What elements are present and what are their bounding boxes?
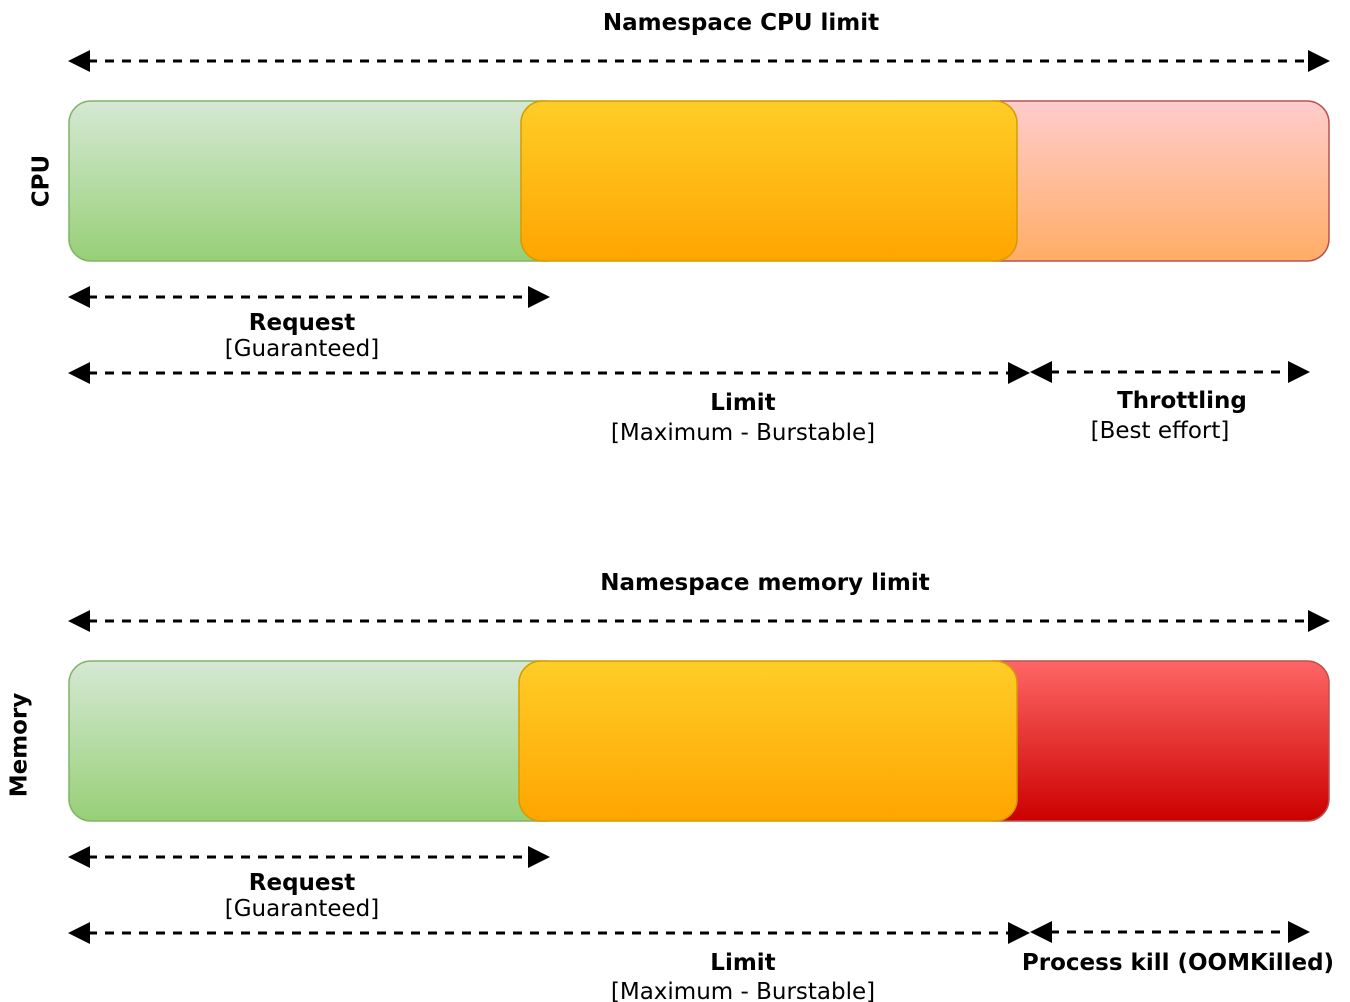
cpu-limit-bar bbox=[520, 100, 1018, 262]
memory-limit-subtitle: [Maximum - Burstable] bbox=[611, 979, 875, 1002]
memory-namespace-arrow bbox=[68, 610, 1330, 632]
memory-limit-arrow bbox=[68, 922, 1030, 944]
memory-request-bar bbox=[68, 660, 570, 822]
memory-side-label: Memory bbox=[7, 693, 33, 798]
memory-over-limit-bar bbox=[971, 660, 1330, 822]
cpu-throttling-title: Throttling bbox=[1117, 388, 1247, 414]
cpu-limit-arrow bbox=[68, 362, 1030, 384]
cpu-request-arrow bbox=[68, 286, 550, 308]
cpu-request-bar bbox=[68, 100, 570, 262]
cpu-over-limit-bar bbox=[971, 100, 1330, 262]
cpu-throttling-subtitle: [Best effort] bbox=[1091, 418, 1230, 444]
memory-request-title: Request bbox=[249, 870, 355, 896]
cpu-throttling-arrow bbox=[1030, 361, 1310, 383]
memory-limit-title: Limit bbox=[710, 950, 775, 976]
cpu-section: CPU Namespace CPU limit Request [Guarant… bbox=[29, 10, 1330, 446]
memory-section: Memory Namespace memory limit Request [G… bbox=[7, 570, 1335, 1002]
memory-namespace-label: Namespace memory limit bbox=[600, 570, 930, 596]
cpu-limit-title: Limit bbox=[710, 390, 775, 416]
memory-request-arrow bbox=[68, 846, 550, 868]
cpu-namespace-arrow bbox=[68, 50, 1330, 72]
cpu-side-label: CPU bbox=[29, 155, 55, 207]
cpu-limit-subtitle: [Maximum - Burstable] bbox=[611, 420, 875, 446]
memory-oomkill-arrow bbox=[1030, 921, 1310, 943]
cpu-namespace-label: Namespace CPU limit bbox=[603, 10, 879, 36]
memory-oomkill-title: Process kill (OOMKilled) bbox=[1022, 950, 1334, 976]
memory-request-subtitle: [Guaranteed] bbox=[225, 896, 380, 922]
cpu-request-subtitle: [Guaranteed] bbox=[225, 336, 380, 362]
cpu-request-title: Request bbox=[249, 310, 355, 336]
memory-limit-bar bbox=[518, 660, 1018, 822]
